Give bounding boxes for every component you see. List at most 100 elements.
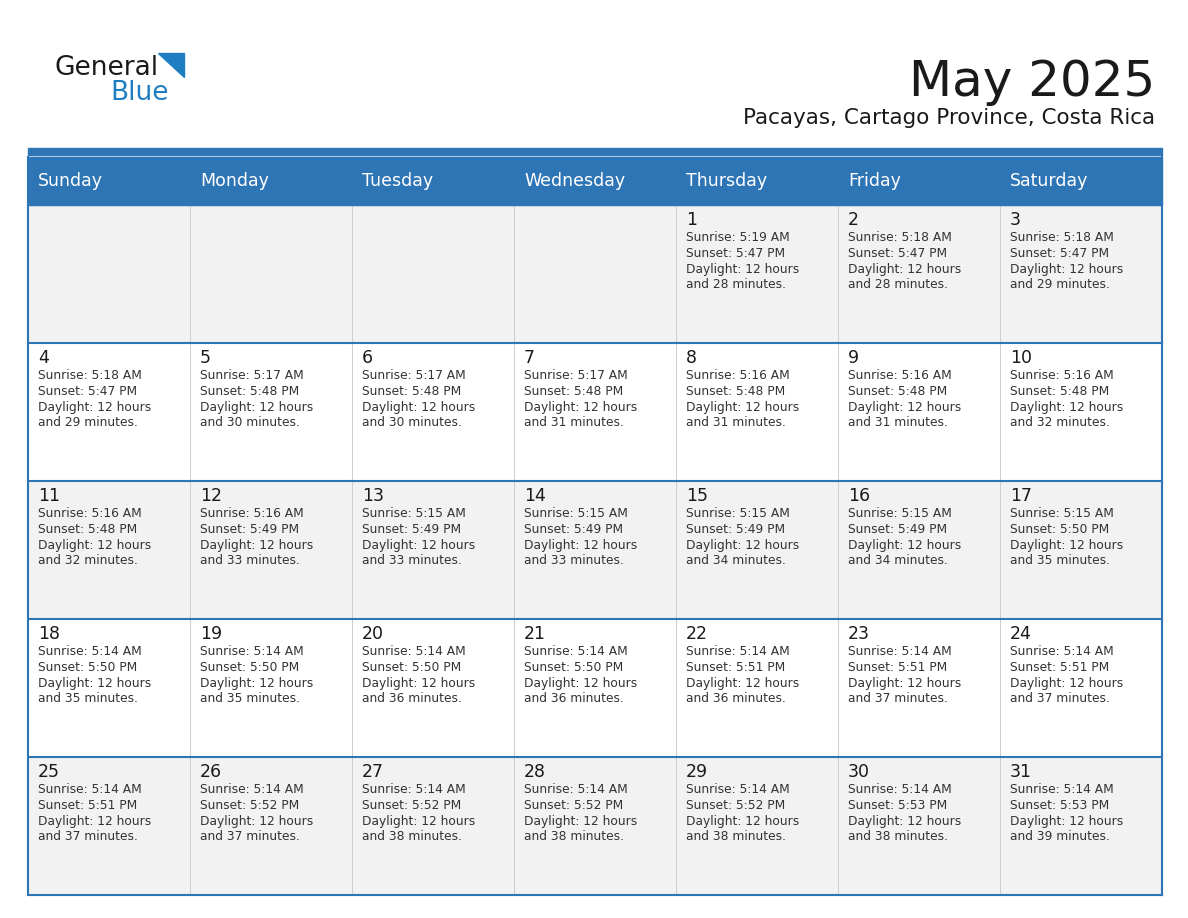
Text: Daylight: 12 hours: Daylight: 12 hours (362, 677, 475, 690)
Text: Sunset: 5:48 PM: Sunset: 5:48 PM (1010, 385, 1110, 398)
Text: Sunrise: 5:17 AM: Sunrise: 5:17 AM (200, 369, 304, 382)
Text: Sunset: 5:47 PM: Sunset: 5:47 PM (848, 247, 947, 260)
Text: Daylight: 12 hours: Daylight: 12 hours (848, 401, 961, 414)
Text: Sunrise: 5:15 AM: Sunrise: 5:15 AM (848, 507, 952, 520)
Text: Sunrise: 5:15 AM: Sunrise: 5:15 AM (1010, 507, 1114, 520)
Text: and 31 minutes.: and 31 minutes. (848, 416, 948, 429)
Text: Daylight: 12 hours: Daylight: 12 hours (685, 677, 800, 690)
Text: and 33 minutes.: and 33 minutes. (362, 554, 462, 567)
Text: 24: 24 (1010, 625, 1032, 643)
Text: Friday: Friday (848, 172, 901, 190)
Bar (838, 343, 1000, 481)
Text: Daylight: 12 hours: Daylight: 12 hours (524, 401, 637, 414)
Text: May 2025: May 2025 (909, 58, 1155, 106)
Text: Daylight: 12 hours: Daylight: 12 hours (200, 677, 314, 690)
Text: 6: 6 (362, 349, 373, 367)
Bar (190, 481, 352, 619)
Bar (1000, 481, 1162, 619)
Text: and 36 minutes.: and 36 minutes. (685, 692, 786, 705)
Text: Sunset: 5:49 PM: Sunset: 5:49 PM (848, 523, 947, 536)
Text: Daylight: 12 hours: Daylight: 12 hours (1010, 677, 1123, 690)
Text: Sunrise: 5:14 AM: Sunrise: 5:14 AM (200, 645, 304, 658)
Text: Sunset: 5:47 PM: Sunset: 5:47 PM (1010, 247, 1110, 260)
Text: and 38 minutes.: and 38 minutes. (524, 830, 624, 843)
Text: Sunrise: 5:14 AM: Sunrise: 5:14 AM (524, 783, 627, 796)
Text: Sunrise: 5:17 AM: Sunrise: 5:17 AM (362, 369, 466, 382)
Text: Daylight: 12 hours: Daylight: 12 hours (1010, 815, 1123, 828)
Text: Sunset: 5:50 PM: Sunset: 5:50 PM (524, 661, 624, 674)
Text: Daylight: 12 hours: Daylight: 12 hours (685, 815, 800, 828)
Bar (190, 157, 352, 205)
Text: Sunset: 5:50 PM: Sunset: 5:50 PM (1010, 523, 1110, 536)
Bar (514, 343, 676, 481)
Text: and 35 minutes.: and 35 minutes. (200, 692, 301, 705)
Text: Sunset: 5:48 PM: Sunset: 5:48 PM (200, 385, 299, 398)
Text: Sunrise: 5:17 AM: Sunrise: 5:17 AM (524, 369, 627, 382)
Text: Pacayas, Cartago Province, Costa Rica: Pacayas, Cartago Province, Costa Rica (742, 108, 1155, 128)
Text: and 28 minutes.: and 28 minutes. (685, 278, 786, 291)
Text: and 34 minutes.: and 34 minutes. (685, 554, 786, 567)
Bar (514, 481, 676, 619)
Text: Daylight: 12 hours: Daylight: 12 hours (1010, 263, 1123, 276)
Bar (29, 148, 1162, 155)
Text: Sunrise: 5:14 AM: Sunrise: 5:14 AM (362, 645, 466, 658)
Text: Sunset: 5:48 PM: Sunset: 5:48 PM (848, 385, 947, 398)
Text: 18: 18 (38, 625, 61, 643)
Text: Sunset: 5:48 PM: Sunset: 5:48 PM (38, 523, 138, 536)
Text: 5: 5 (200, 349, 211, 367)
Text: and 31 minutes.: and 31 minutes. (685, 416, 786, 429)
Text: Daylight: 12 hours: Daylight: 12 hours (524, 815, 637, 828)
Bar (676, 619, 838, 757)
Text: Sunrise: 5:14 AM: Sunrise: 5:14 AM (38, 645, 141, 658)
Bar (352, 343, 514, 481)
Bar (352, 157, 514, 205)
Text: Sunrise: 5:15 AM: Sunrise: 5:15 AM (524, 507, 628, 520)
Text: 10: 10 (1010, 349, 1032, 367)
Text: Sunset: 5:52 PM: Sunset: 5:52 PM (685, 799, 785, 812)
Text: Sunset: 5:52 PM: Sunset: 5:52 PM (200, 799, 299, 812)
Text: and 37 minutes.: and 37 minutes. (200, 830, 299, 843)
Text: Sunset: 5:47 PM: Sunset: 5:47 PM (685, 247, 785, 260)
Text: and 32 minutes.: and 32 minutes. (1010, 416, 1110, 429)
Bar (676, 481, 838, 619)
Text: 20: 20 (362, 625, 384, 643)
Text: and 37 minutes.: and 37 minutes. (848, 692, 948, 705)
Text: General: General (55, 55, 159, 81)
Text: 13: 13 (362, 487, 384, 505)
Bar (676, 205, 838, 343)
Text: Daylight: 12 hours: Daylight: 12 hours (685, 539, 800, 552)
Text: Sunset: 5:51 PM: Sunset: 5:51 PM (1010, 661, 1110, 674)
Bar (29, 343, 190, 481)
Text: and 34 minutes.: and 34 minutes. (848, 554, 948, 567)
Text: and 33 minutes.: and 33 minutes. (200, 554, 299, 567)
Text: Sunset: 5:49 PM: Sunset: 5:49 PM (200, 523, 299, 536)
Text: 1: 1 (685, 211, 697, 229)
Text: Daylight: 12 hours: Daylight: 12 hours (524, 539, 637, 552)
Text: and 38 minutes.: and 38 minutes. (362, 830, 462, 843)
Text: and 39 minutes.: and 39 minutes. (1010, 830, 1110, 843)
Text: 26: 26 (200, 763, 222, 781)
Text: Sunrise: 5:14 AM: Sunrise: 5:14 AM (1010, 645, 1114, 658)
Text: Sunrise: 5:14 AM: Sunrise: 5:14 AM (1010, 783, 1114, 796)
Text: and 29 minutes.: and 29 minutes. (38, 416, 138, 429)
Text: Daylight: 12 hours: Daylight: 12 hours (848, 677, 961, 690)
Bar (676, 157, 838, 205)
Text: Sunset: 5:53 PM: Sunset: 5:53 PM (848, 799, 947, 812)
Bar (676, 757, 838, 895)
Text: Daylight: 12 hours: Daylight: 12 hours (38, 815, 151, 828)
Text: Sunset: 5:52 PM: Sunset: 5:52 PM (362, 799, 461, 812)
Text: 29: 29 (685, 763, 708, 781)
Text: Sunset: 5:48 PM: Sunset: 5:48 PM (524, 385, 624, 398)
Text: Sunrise: 5:18 AM: Sunrise: 5:18 AM (848, 231, 952, 244)
Bar (676, 343, 838, 481)
Text: Sunrise: 5:15 AM: Sunrise: 5:15 AM (362, 507, 466, 520)
Text: and 32 minutes.: and 32 minutes. (38, 554, 138, 567)
Bar (190, 619, 352, 757)
Text: Sunset: 5:52 PM: Sunset: 5:52 PM (524, 799, 624, 812)
Text: Sunset: 5:49 PM: Sunset: 5:49 PM (362, 523, 461, 536)
Text: Daylight: 12 hours: Daylight: 12 hours (848, 263, 961, 276)
Polygon shape (158, 53, 184, 77)
Text: Sunset: 5:49 PM: Sunset: 5:49 PM (685, 523, 785, 536)
Text: Daylight: 12 hours: Daylight: 12 hours (685, 263, 800, 276)
Bar (352, 757, 514, 895)
